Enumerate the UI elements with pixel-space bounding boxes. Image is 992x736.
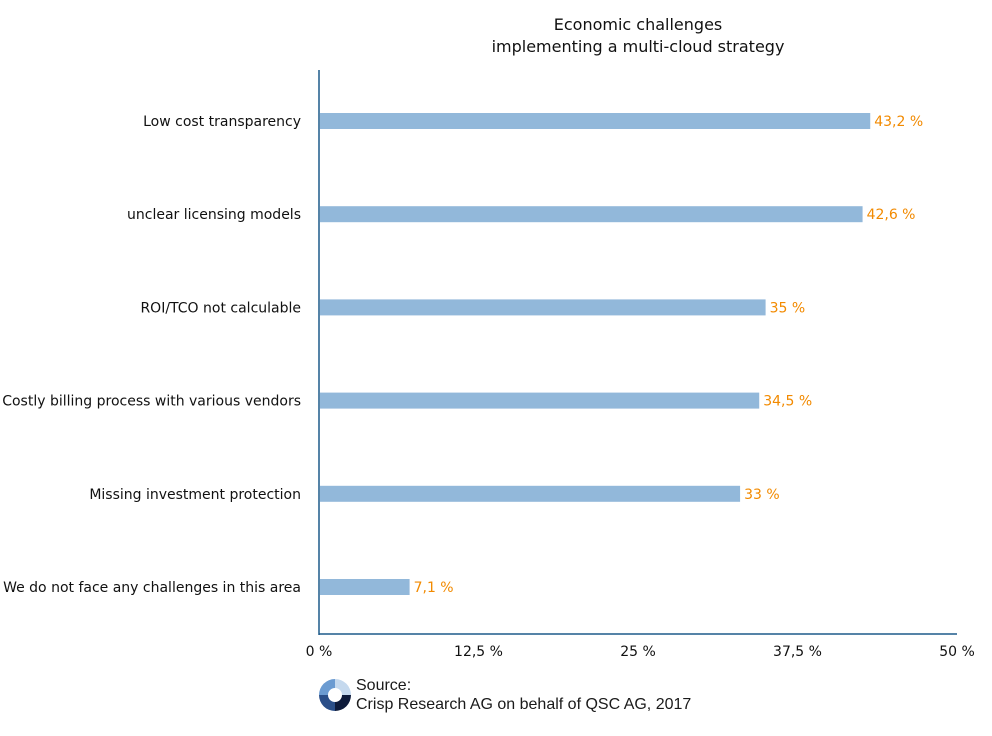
- bar-chart: Low cost transparency 43,2 % unclear licen…: [2, 70, 975, 660]
- crisp-research-logo: [319, 679, 351, 711]
- logo-segment: [335, 679, 351, 695]
- category-label: Low cost transparency: [143, 114, 301, 130]
- bar: [320, 485, 741, 502]
- category-label: ROI/TCO not calculable: [140, 300, 301, 316]
- chart-title-line-2: implementing a multi-cloud strategy: [491, 37, 785, 56]
- x-tick-label: 0 %: [306, 644, 333, 660]
- bar: [320, 392, 760, 409]
- logo-segment: [335, 695, 351, 711]
- source-label: Source:: [356, 677, 412, 694]
- chart-title: Economic challenges implementing a multi…: [318, 14, 958, 58]
- bar: [320, 206, 863, 223]
- source-citation: Crisp Research AG on behalf of QSC AG, 2…: [356, 696, 692, 713]
- value-label: 33 %: [744, 487, 780, 503]
- value-label: 35 %: [770, 300, 806, 316]
- logo-segment: [319, 679, 335, 695]
- value-label: 7,1 %: [414, 580, 454, 596]
- category-label: Missing investment protection: [89, 487, 301, 503]
- bar: [320, 113, 871, 129]
- value-label: 43,2 %: [874, 114, 923, 130]
- category-label: unclear licensing models: [127, 207, 301, 223]
- chart-title-line-1: Economic challenges: [553, 15, 723, 34]
- x-tick-label: 37,5 %: [773, 644, 822, 660]
- bar: [320, 299, 766, 316]
- category-label: We do not face any challenges in this ar…: [3, 580, 301, 596]
- logo-segment: [319, 695, 335, 711]
- x-tick-label: 12,5 %: [454, 644, 503, 660]
- x-tick-label: 50 %: [939, 644, 975, 660]
- value-label: 42,6 %: [867, 207, 916, 223]
- category-label: Costly billing process with various vend…: [2, 394, 301, 410]
- bar: [320, 579, 410, 595]
- value-label: 34,5 %: [763, 394, 812, 410]
- x-tick-label: 25 %: [620, 644, 656, 660]
